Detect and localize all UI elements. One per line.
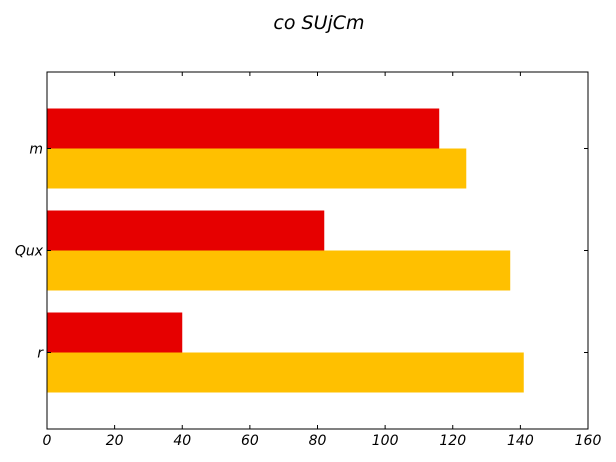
axes-layer: r Qux m 0 20 40 60 80 100 120 140 160 <box>15 72 602 449</box>
x-tick-label: 120 <box>439 433 466 449</box>
x-tick-label: 140 <box>507 433 534 449</box>
x-tick-label: 40 <box>173 433 191 449</box>
bar-Qux-series-2 <box>47 250 511 291</box>
x-tick-label: 160 <box>575 433 602 449</box>
bar-r-series-2 <box>47 352 524 393</box>
x-tick-label: 0 <box>43 433 52 449</box>
y-tick-label: Qux <box>15 244 44 260</box>
bar-m-series-1 <box>47 108 440 149</box>
bar-m-series-2 <box>47 148 467 189</box>
x-tick-label: 20 <box>106 433 124 449</box>
bar-Qux-series-1 <box>47 210 325 251</box>
y-tick-label: m <box>29 142 43 158</box>
chart-title: co SUjCm <box>273 12 364 34</box>
x-tick-label: 80 <box>309 433 327 449</box>
x-tick-label: 100 <box>372 433 399 449</box>
bars-layer <box>47 108 524 393</box>
plot-area-frame <box>46 71 589 430</box>
x-tick-label: 60 <box>241 433 259 449</box>
y-tick-label: r <box>37 346 44 362</box>
bar-r-series-1 <box>47 312 183 353</box>
